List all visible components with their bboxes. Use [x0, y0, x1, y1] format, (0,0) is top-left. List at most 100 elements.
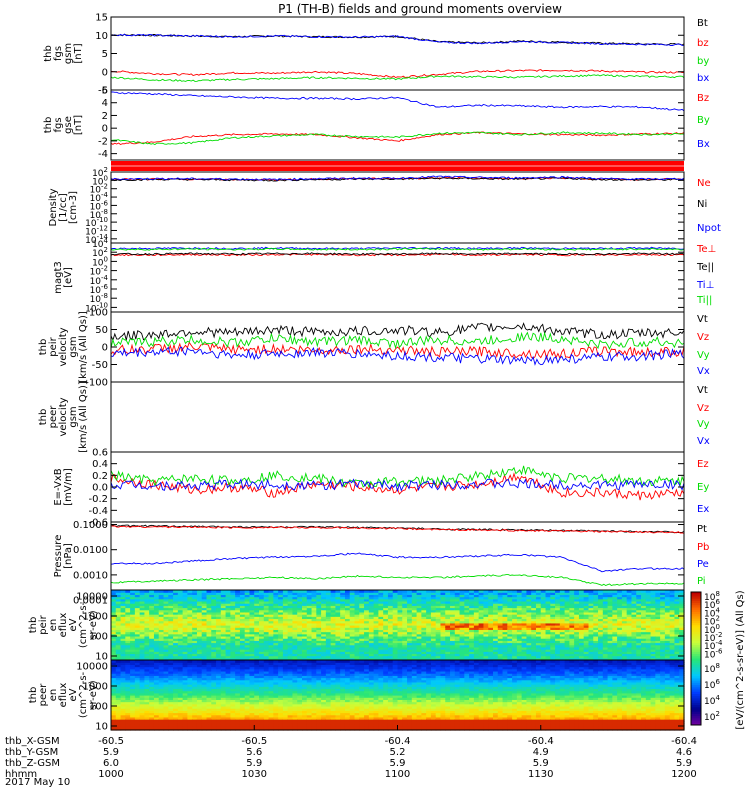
spectrogram-cell — [196, 603, 203, 606]
spectrogram-cell — [645, 638, 652, 641]
spectrogram-cell — [435, 631, 442, 635]
spectrogram-cell — [531, 657, 537, 661]
spectrogram-cell — [679, 644, 685, 648]
spectrogram-cell — [545, 600, 551, 604]
spectrogram-cell — [163, 695, 169, 698]
spectrogram-cell — [196, 651, 203, 655]
spectrogram-cell — [282, 611, 289, 615]
spectrogram-cell — [130, 649, 136, 652]
legend-Vx: Vx — [697, 366, 710, 377]
spectrogram-cell — [216, 596, 222, 600]
spectrogram-cell — [469, 603, 475, 606]
spectrogram-cell — [373, 618, 380, 622]
spectrogram-cell — [115, 614, 122, 617]
spectrogram-cell — [259, 614, 265, 617]
spectrogram-cell — [621, 609, 628, 613]
spectrogram-cell — [493, 596, 499, 600]
spectrogram-cell — [540, 611, 547, 615]
spectrogram-cell — [144, 620, 150, 624]
spectrogram-cell — [287, 620, 294, 624]
spectrogram-cell — [578, 605, 585, 609]
spectrogram-cell — [235, 664, 241, 668]
spectrogram-cell — [612, 655, 618, 659]
spectrogram-cell — [196, 662, 203, 665]
spectrogram-cell — [631, 594, 637, 598]
spectrogram-cell — [650, 646, 656, 650]
spectrogram-cell — [153, 640, 160, 644]
spectrogram-cell — [674, 622, 680, 626]
spectrogram-cell — [153, 642, 160, 646]
spectrogram-cell — [249, 629, 255, 633]
spectrogram-cell — [225, 653, 231, 657]
spectrogram-cell — [521, 638, 528, 641]
spectrogram-cell — [497, 642, 504, 646]
spectrogram-cell — [364, 642, 370, 646]
spectrogram-cell — [583, 596, 590, 600]
spectrogram-cell — [225, 598, 231, 602]
spectrogram-cell — [149, 642, 155, 646]
spectrogram-cell — [540, 627, 547, 630]
spectrogram-cell — [330, 635, 337, 639]
spectrogram-cell — [239, 677, 246, 681]
spectrogram-cell — [220, 714, 227, 718]
spectrogram-cell — [440, 596, 446, 600]
spectrogram-cell — [569, 651, 575, 655]
spectrogram-cell — [378, 651, 384, 655]
spectrogram-cell — [631, 600, 637, 604]
spectrogram-cell — [535, 653, 542, 657]
spectrogram-cell — [206, 592, 212, 595]
spectrogram-cell — [187, 705, 193, 709]
spectrogram-cell — [239, 614, 246, 617]
spectrogram-cell — [120, 688, 126, 692]
spectrogram-cell — [111, 631, 117, 635]
spectrogram-cell — [230, 642, 236, 646]
spectrogram-cell — [344, 640, 351, 644]
y-axis-label-line: thb — [38, 339, 49, 356]
spectrogram-cell — [574, 638, 580, 641]
spectrogram-cell — [512, 646, 518, 650]
spectrogram-cell — [545, 646, 551, 650]
spectrogram-cell — [340, 600, 346, 604]
spectrogram-cell — [488, 633, 494, 637]
spectrogram-cell — [306, 649, 313, 652]
spectrogram-cell — [430, 594, 437, 598]
spectrogram-cell — [402, 614, 408, 617]
spectrogram-cell — [239, 618, 246, 622]
spectrogram-cell — [497, 609, 504, 613]
spectrogram-cell — [464, 618, 470, 622]
spectrogram-cell — [282, 620, 289, 624]
spectrogram-cell — [559, 629, 566, 633]
spectrogram-cell — [402, 605, 408, 609]
spectrogram-cell — [626, 655, 633, 659]
spectrogram-cell — [454, 642, 461, 646]
spectrogram-cell — [263, 631, 270, 635]
spectrogram-cell — [607, 616, 613, 620]
spectrogram-cell — [421, 616, 427, 620]
spectrogram-cell — [211, 600, 217, 604]
spectrogram-cell — [392, 603, 399, 606]
y-tick-label: 10-2 — [90, 183, 108, 196]
spectrogram-cell — [344, 653, 351, 657]
spectrogram-cell — [196, 703, 203, 707]
spectrogram-cell — [115, 635, 122, 639]
spectrogram-cell — [669, 655, 676, 659]
spectrogram-cell — [325, 605, 332, 609]
spectrogram-cell — [493, 651, 499, 655]
spectrogram-cell — [115, 603, 122, 606]
spectrogram-cell — [655, 622, 661, 626]
spectrogram-cell — [435, 592, 442, 595]
spectrogram-cell — [569, 616, 575, 620]
spectrogram-cell — [344, 629, 351, 633]
spectrogram-cell — [216, 673, 222, 676]
spectrogram-cell — [321, 649, 327, 652]
spectrogram-cell — [397, 596, 403, 600]
spectrogram-cell — [373, 625, 380, 628]
spectrogram-cell — [192, 710, 198, 714]
spectrogram-cell — [497, 605, 504, 609]
spectrogram-cell — [340, 629, 346, 633]
spectrogram-cell — [120, 703, 126, 707]
spectrogram-cell — [364, 625, 370, 628]
spectrogram-cell — [564, 651, 571, 655]
spectrogram-cell — [206, 690, 212, 694]
spectrogram-cell — [359, 644, 365, 648]
